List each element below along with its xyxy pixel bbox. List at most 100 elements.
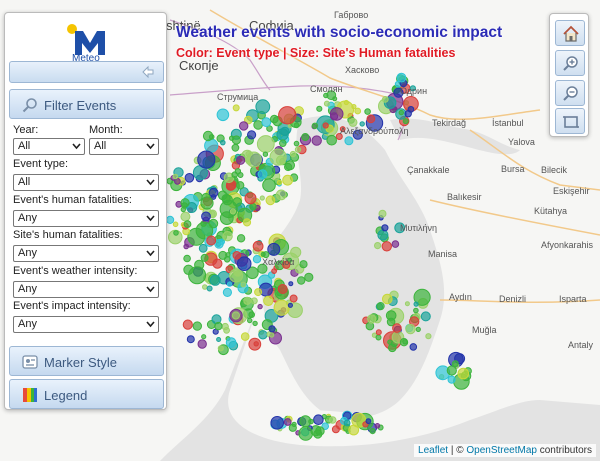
event-marker[interactable] xyxy=(247,317,253,324)
event-marker[interactable] xyxy=(208,218,219,229)
event-marker[interactable] xyxy=(299,260,308,269)
event-marker[interactable] xyxy=(173,230,179,236)
event-marker[interactable] xyxy=(253,120,263,130)
event-marker[interactable] xyxy=(339,126,346,132)
event-marker[interactable] xyxy=(262,178,276,192)
event-marker[interactable] xyxy=(239,187,249,197)
event-marker[interactable] xyxy=(289,150,297,158)
event-marker[interactable] xyxy=(399,338,409,347)
event-marker[interactable] xyxy=(374,423,381,429)
event-marker[interactable] xyxy=(382,293,393,305)
event-marker[interactable] xyxy=(244,192,257,205)
weather-intensity-select[interactable]: Any xyxy=(13,281,159,298)
event-marker[interactable] xyxy=(313,414,324,426)
event-marker[interactable] xyxy=(236,155,246,165)
event-marker[interactable] xyxy=(420,311,431,322)
event-marker[interactable] xyxy=(279,139,287,147)
event-marker[interactable] xyxy=(394,222,406,234)
event-marker[interactable] xyxy=(409,343,418,351)
event-marker[interactable] xyxy=(316,105,323,112)
event-marker[interactable] xyxy=(225,252,231,258)
event-marker[interactable] xyxy=(402,118,409,125)
event-marker[interactable] xyxy=(277,284,288,294)
event-marker[interactable] xyxy=(202,130,214,142)
event-marker[interactable] xyxy=(172,221,179,228)
event-marker[interactable] xyxy=(239,121,249,131)
event-marker[interactable] xyxy=(236,256,252,272)
event-marker[interactable] xyxy=(415,326,421,332)
event-marker[interactable] xyxy=(269,148,287,166)
event-marker[interactable] xyxy=(367,314,377,324)
event-marker[interactable] xyxy=(354,107,362,115)
event-marker[interactable] xyxy=(457,367,470,380)
event-marker[interactable] xyxy=(232,104,240,112)
event-marker[interactable] xyxy=(364,108,371,115)
event-marker[interactable] xyxy=(209,274,221,286)
event-marker[interactable] xyxy=(261,117,272,128)
event-marker[interactable] xyxy=(204,138,219,153)
event-marker[interactable] xyxy=(282,174,294,186)
event-marker[interactable] xyxy=(200,253,209,262)
event-marker[interactable] xyxy=(335,133,343,140)
event-marker[interactable] xyxy=(276,179,283,186)
event-marker[interactable] xyxy=(393,87,404,98)
home-button[interactable] xyxy=(555,20,585,46)
event-marker[interactable] xyxy=(404,301,410,307)
marker-style-header[interactable]: Marker Style xyxy=(9,346,164,376)
event-marker[interactable] xyxy=(391,240,400,248)
event-marker[interactable] xyxy=(268,325,276,333)
event-marker[interactable] xyxy=(447,375,456,384)
event-marker[interactable] xyxy=(267,242,281,256)
event-marker[interactable] xyxy=(365,418,372,425)
event-marker[interactable] xyxy=(184,173,195,183)
event-marker[interactable] xyxy=(374,242,382,250)
event-marker[interactable] xyxy=(182,319,193,330)
event-marker[interactable] xyxy=(200,196,214,210)
event-marker[interactable] xyxy=(216,108,230,122)
event-marker[interactable] xyxy=(298,426,314,441)
event-marker[interactable] xyxy=(326,134,338,146)
event-fatalities-select[interactable]: Any xyxy=(13,210,159,227)
event-marker[interactable] xyxy=(297,276,306,285)
event-marker[interactable] xyxy=(375,329,382,336)
event-marker[interactable] xyxy=(413,288,431,306)
event-marker[interactable] xyxy=(352,129,363,140)
event-marker[interactable] xyxy=(243,296,252,305)
full-extent-button[interactable] xyxy=(555,108,585,134)
event-marker[interactable] xyxy=(252,320,258,327)
event-marker[interactable] xyxy=(231,143,240,152)
event-marker[interactable] xyxy=(229,208,236,215)
event-marker[interactable] xyxy=(291,421,297,427)
event-marker[interactable] xyxy=(257,303,263,310)
event-marker[interactable] xyxy=(231,135,241,145)
event-marker[interactable] xyxy=(257,263,268,274)
event-marker[interactable] xyxy=(293,122,300,129)
event-marker[interactable] xyxy=(183,254,191,263)
event-marker[interactable] xyxy=(293,140,300,147)
event-marker[interactable] xyxy=(288,281,294,287)
event-marker[interactable] xyxy=(311,122,319,130)
event-marker[interactable] xyxy=(231,171,238,178)
event-marker[interactable] xyxy=(180,198,190,208)
event-marker[interactable] xyxy=(280,126,290,137)
event-marker[interactable] xyxy=(212,258,223,269)
event-marker[interactable] xyxy=(381,224,389,232)
event-marker[interactable] xyxy=(245,151,262,168)
event-marker[interactable] xyxy=(225,181,236,191)
event-marker[interactable] xyxy=(198,243,208,253)
event-type-select[interactable]: All xyxy=(13,174,159,191)
event-marker[interactable] xyxy=(197,339,207,349)
event-marker[interactable] xyxy=(326,90,337,101)
event-marker[interactable] xyxy=(231,311,240,320)
event-marker[interactable] xyxy=(217,345,224,352)
event-marker[interactable] xyxy=(315,426,325,436)
event-marker[interactable] xyxy=(396,72,407,83)
osm-link[interactable]: OpenStreetMap xyxy=(466,445,537,456)
event-marker[interactable] xyxy=(451,360,459,368)
event-marker[interactable] xyxy=(249,203,257,211)
event-marker[interactable] xyxy=(348,117,358,127)
event-marker[interactable] xyxy=(172,173,179,180)
event-marker[interactable] xyxy=(323,100,330,107)
event-marker[interactable] xyxy=(252,255,262,264)
